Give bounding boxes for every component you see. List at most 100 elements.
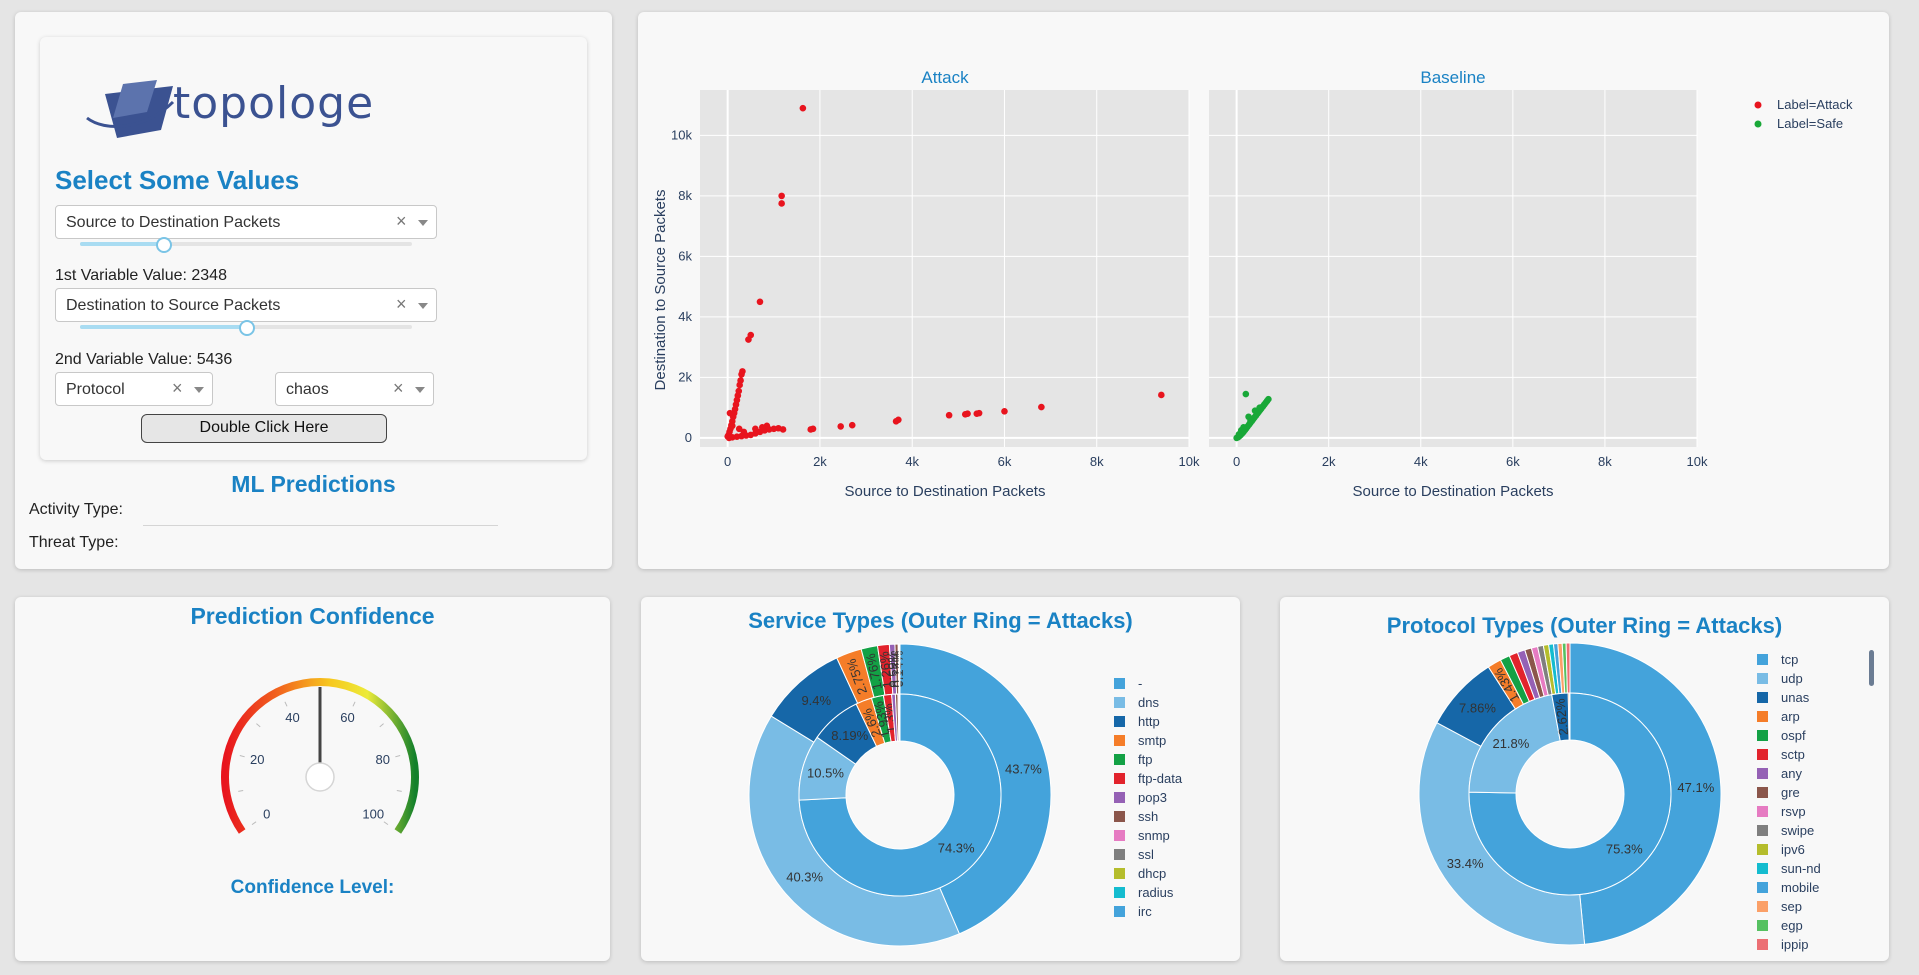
chevron-down-icon[interactable]	[194, 387, 204, 393]
legend-safe[interactable]: Label=Safe	[1777, 116, 1843, 131]
legend-item[interactable]: http	[1138, 714, 1160, 729]
data-point[interactable]	[1235, 430, 1243, 438]
data-point[interactable]	[809, 425, 817, 433]
data-point[interactable]	[763, 422, 771, 430]
legend-swatch	[1757, 825, 1768, 836]
data-point[interactable]	[745, 336, 752, 343]
legend-item[interactable]: mobile	[1781, 880, 1819, 895]
outer-ring-percent-label: 43.7%	[1005, 762, 1042, 777]
chevron-down-icon[interactable]	[418, 220, 428, 226]
data-point[interactable]	[779, 426, 787, 433]
x-tick-label: 0	[1233, 454, 1240, 469]
x-tick-label: 6k	[998, 454, 1012, 469]
data-point[interactable]	[736, 381, 743, 389]
slider-fill	[80, 242, 163, 246]
legend-item[interactable]: swipe	[1781, 823, 1814, 838]
legend-item[interactable]: any	[1781, 766, 1802, 781]
double-click-button[interactable]: Double Click Here	[141, 414, 387, 443]
service-types-chart[interactable]: 43.7%40.3%9.4%2.75%1.76%1.26%0.59%0.35%0…	[641, 597, 1240, 961]
confidence-level-label: Confidence Level:	[230, 877, 395, 898]
legend-item[interactable]: egp	[1781, 918, 1803, 933]
legend-item[interactable]: unas	[1781, 690, 1810, 705]
legend-item[interactable]: dhcp	[1138, 866, 1166, 881]
legend-scrollbar[interactable]	[1869, 650, 1874, 686]
legend-item[interactable]: sep	[1781, 899, 1802, 914]
scatter-chart[interactable]: 0 0 2k 2k 4k 4k 6k 6k 8k 8k 10k 10k 0 2k 4k 6k 8k 10k Att…	[638, 12, 1889, 569]
data-point[interactable]	[778, 192, 785, 200]
data-point[interactable]	[1001, 408, 1008, 415]
legend-item[interactable]: snmp	[1138, 828, 1170, 843]
outer-ring-percent-label: 9.4%	[801, 693, 831, 708]
data-point[interactable]	[1247, 417, 1254, 425]
inner-ring-slice[interactable]	[1568, 692, 1571, 741]
data-point[interactable]	[1158, 391, 1165, 399]
protocol-types-chart[interactable]: 47.1%33.4%7.86%1.43%75.3%21.8%2.62%tcpud…	[1280, 597, 1889, 961]
x-tick-label: 2k	[1322, 454, 1336, 469]
data-point[interactable]	[728, 422, 736, 430]
legend-item[interactable]: ftp-data	[1138, 771, 1183, 786]
legend-item[interactable]: ftp	[1138, 752, 1152, 767]
data-point[interactable]	[1265, 395, 1272, 403]
legend-item[interactable]: radius	[1138, 885, 1174, 900]
data-point[interactable]	[1256, 404, 1263, 411]
legend-item[interactable]: ipv6	[1781, 842, 1805, 857]
legend-item[interactable]: ssl	[1138, 847, 1154, 862]
data-point[interactable]	[848, 421, 856, 429]
data-point[interactable]	[964, 410, 971, 418]
data-point[interactable]	[945, 411, 953, 419]
data-point[interactable]	[837, 423, 845, 430]
legend-item[interactable]: sun-nd	[1781, 861, 1821, 876]
data-point[interactable]	[726, 409, 734, 417]
legend-item[interactable]: pop3	[1138, 790, 1167, 805]
data-point[interactable]	[778, 200, 785, 207]
legend-swatch	[1757, 920, 1768, 931]
legend-item[interactable]: irc	[1138, 904, 1152, 919]
chevron-down-icon[interactable]	[418, 303, 428, 309]
legend-marker-safe	[1754, 120, 1762, 128]
data-point[interactable]	[752, 425, 759, 433]
y-axis-label: Destination to Source Packets	[652, 190, 669, 391]
variable2-value: Destination to Source Packets	[66, 297, 281, 314]
data-point[interactable]	[756, 298, 764, 306]
clear-icon[interactable]: ×	[172, 378, 183, 398]
legend-item[interactable]: ospf	[1781, 728, 1806, 743]
legend-attack[interactable]: Label=Attack	[1777, 97, 1853, 112]
legend-item[interactable]: smtp	[1138, 733, 1166, 748]
x-tick-label: 2k	[813, 454, 827, 469]
gauge-arc	[221, 678, 419, 834]
clear-icon[interactable]: ×	[396, 211, 407, 231]
inner-ring-percent-label: 75.3%	[1606, 841, 1643, 856]
gauge-hub	[305, 762, 335, 792]
legend-item[interactable]: rsvp	[1781, 804, 1806, 819]
variable1-dropdown[interactable]: Source to Destination Packets ×	[55, 205, 437, 239]
slider-handle[interactable]	[239, 320, 255, 336]
field-value-dropdown[interactable]: chaos ×	[275, 372, 434, 406]
data-point[interactable]	[895, 416, 902, 424]
data-point[interactable]	[738, 371, 745, 378]
legend-item[interactable]: dns	[1138, 695, 1159, 710]
variable2-dropdown[interactable]: Destination to Source Packets ×	[55, 288, 437, 322]
data-point[interactable]	[799, 104, 807, 112]
legend-swatch	[1114, 697, 1125, 708]
legend-item[interactable]: arp	[1781, 709, 1800, 724]
legend-item[interactable]: udp	[1781, 671, 1803, 686]
data-point[interactable]	[1242, 390, 1250, 398]
legend-item[interactable]: sctp	[1781, 747, 1805, 762]
legend-item[interactable]: ssh	[1138, 809, 1158, 824]
legend-item[interactable]: gre	[1781, 785, 1800, 800]
service-chart-title: Service Types (Outer Ring = Attacks)	[748, 608, 1133, 633]
field-dropdown[interactable]: Protocol ×	[55, 372, 213, 406]
slider-handle[interactable]	[156, 237, 172, 253]
inner-ring-slice[interactable]	[1468, 692, 1672, 896]
clear-icon[interactable]: ×	[396, 294, 407, 314]
legend-item[interactable]: tcp	[1781, 652, 1798, 667]
data-point[interactable]	[975, 409, 983, 417]
inner-ring-slice[interactable]	[798, 693, 1002, 897]
chevron-down-icon[interactable]	[415, 387, 425, 393]
data-point[interactable]	[1038, 403, 1045, 411]
legend-item[interactable]: ippip	[1781, 937, 1808, 952]
data-point[interactable]	[740, 428, 748, 436]
legend-swatch	[1757, 901, 1768, 912]
legend-item[interactable]: -	[1138, 676, 1142, 691]
clear-icon[interactable]: ×	[393, 378, 404, 398]
